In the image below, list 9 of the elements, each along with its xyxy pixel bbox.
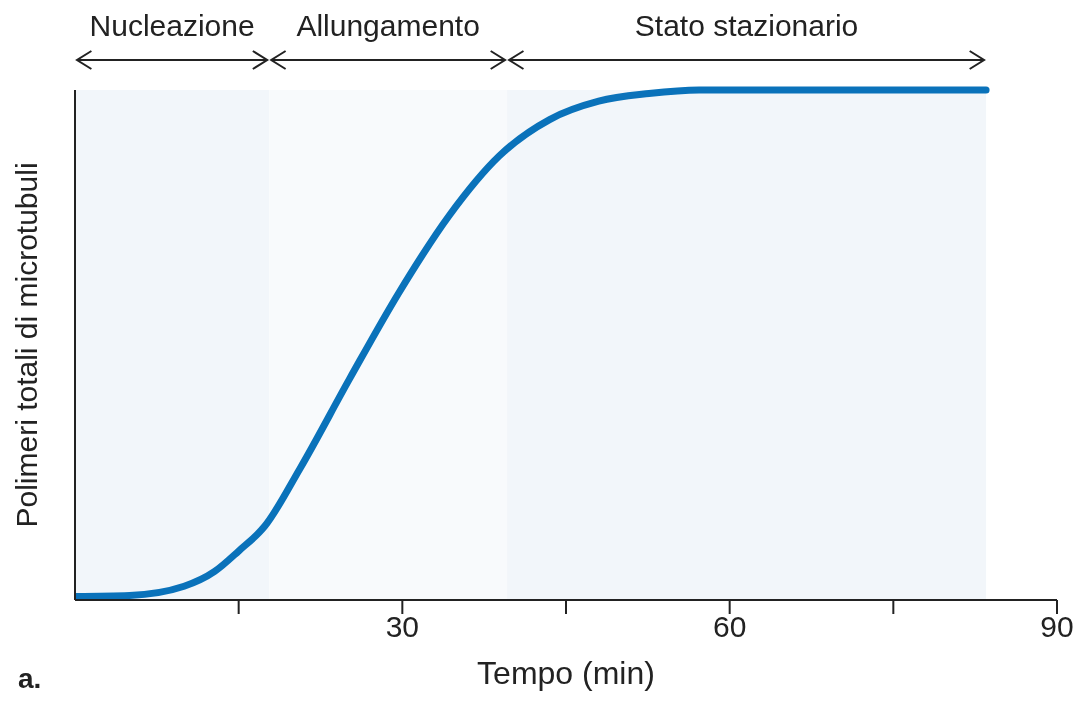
text: a. [18, 663, 42, 695]
band-label: Allungamento [296, 9, 480, 42]
band-label: Nucleazione [89, 9, 255, 42]
x-tick-label: 30 [385, 610, 420, 644]
x-tick-label: 90 [1040, 610, 1074, 644]
y-axis-title: Polimeri totali di microtubuli [9, 162, 43, 528]
band-label: Stato stazionario [634, 9, 859, 42]
x-axis-title: Tempo (min) [477, 655, 655, 691]
x-tick-label: 60 [712, 610, 747, 644]
